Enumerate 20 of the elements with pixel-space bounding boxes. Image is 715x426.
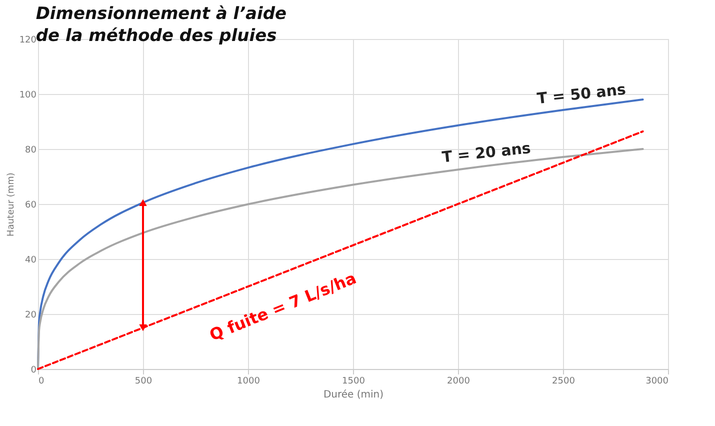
text: T = 50 ans (536, 80, 627, 108)
x-tick-label: 500 (134, 376, 152, 386)
x-tick-label: 0 (38, 376, 44, 386)
x-tick-label: 1500 (342, 376, 366, 386)
annotation: Q fuite = 7 L/s/ha (206, 268, 359, 345)
y-tick-label: 100 (19, 90, 37, 100)
y-tick-label: 80 (25, 146, 37, 156)
y-axis-title: Hauteur (mm) (6, 172, 16, 236)
x-tick-label: 1000 (237, 376, 260, 386)
y-tick-label: 0 (30, 366, 37, 376)
y-tick-label: 120 (19, 36, 37, 46)
y-tick-label: 20 (25, 310, 37, 320)
x-tick-label: 2000 (447, 376, 470, 386)
chart-title: Dimensionnement à l’aide de la méthode des pluies (36, 4, 287, 46)
text: T = 20 ans (441, 138, 532, 166)
x-tick-label: 3000 (646, 376, 669, 386)
x-axis-title: Durée (min) (323, 390, 384, 400)
y-tick-label: 40 (25, 256, 37, 266)
x-tick-label: 2500 (552, 376, 576, 386)
y-tick-label: 60 (25, 200, 37, 210)
